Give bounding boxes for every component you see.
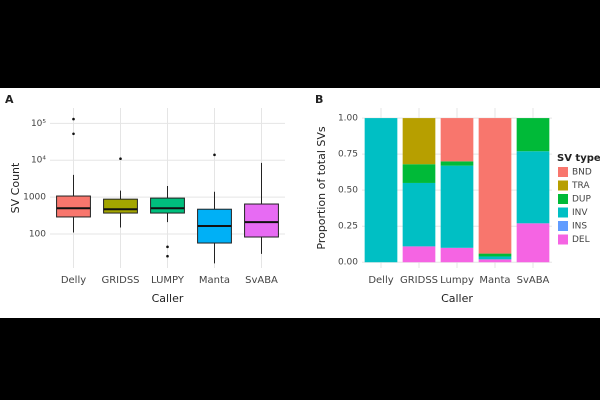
y-tick-label: 0.75: [338, 150, 358, 160]
x-tick-label: LUMPY: [151, 275, 185, 286]
bar-segment: [440, 247, 474, 263]
bar-segment: [402, 182, 436, 247]
legend-swatch: [558, 194, 568, 204]
panel-label: B: [315, 93, 323, 106]
legend-label: INV: [572, 208, 588, 218]
legend-label: DUP: [572, 195, 592, 205]
x-tick-label: Manta: [479, 275, 510, 286]
bar-segment: [440, 161, 474, 166]
x-tick-label: GRIDSS: [400, 275, 438, 286]
x-tick-label: GRIDSS: [101, 275, 139, 286]
bar-segment: [516, 223, 550, 263]
legend-swatch: [558, 234, 568, 245]
x-tick-label: Delly: [61, 275, 86, 286]
legend-swatch: [558, 207, 568, 218]
x-axis-label: Caller: [152, 292, 184, 305]
bar-segment: [516, 118, 550, 152]
legend-label: DEL: [572, 235, 590, 245]
outlier: [119, 157, 122, 160]
outlier: [166, 245, 169, 249]
legend-label: BND: [572, 168, 592, 178]
panel-label: A: [5, 93, 14, 106]
x-tick-label: SvABA: [517, 275, 550, 286]
bar-segment: [478, 253, 512, 257]
bar-segment: [478, 118, 512, 254]
box: [56, 195, 91, 218]
x-tick-label: Lumpy: [440, 275, 474, 286]
bar-segment: [440, 118, 474, 162]
x-axis-label: Caller: [441, 292, 473, 305]
bar-segment: [402, 246, 436, 263]
y-tick-label: 0.50: [338, 186, 358, 196]
y-tick-label: 0.25: [338, 222, 358, 232]
legend-title: SV type: [557, 153, 600, 164]
legend-label: TRA: [571, 181, 590, 191]
bar-segment: [402, 118, 436, 165]
box: [150, 197, 185, 214]
y-tick-label: 0.00: [338, 258, 358, 268]
y-tick-label: 1000: [23, 193, 46, 203]
x-tick-label: Manta: [199, 275, 230, 286]
bar-segment: [402, 164, 436, 183]
legend-swatch: [558, 221, 568, 231]
y-tick-label: 100: [29, 230, 46, 240]
bar-segment: [364, 118, 398, 263]
outlier: [213, 153, 216, 157]
legend-swatch: [558, 167, 568, 177]
y-axis-label: Proportion of total SVs: [315, 126, 328, 250]
outlier: [166, 254, 169, 258]
outlier: [72, 117, 75, 121]
bar-segment: [440, 165, 474, 248]
y-axis-label: SV Count: [9, 162, 22, 213]
bar-segment: [478, 256, 512, 260]
legend-swatch: [558, 180, 568, 191]
bar-segment: [478, 259, 512, 263]
box: [244, 203, 279, 238]
x-tick-label: Delly: [368, 275, 393, 286]
y-tick-label: 10⁴: [31, 156, 46, 166]
bar-segment: [516, 151, 550, 224]
box: [103, 198, 138, 214]
y-tick-label: 1.00: [338, 114, 358, 124]
legend-label: INS: [572, 222, 587, 232]
outlier: [72, 132, 75, 136]
x-tick-label: SvABA: [245, 275, 278, 286]
y-tick-label: 10⁵: [31, 119, 46, 129]
